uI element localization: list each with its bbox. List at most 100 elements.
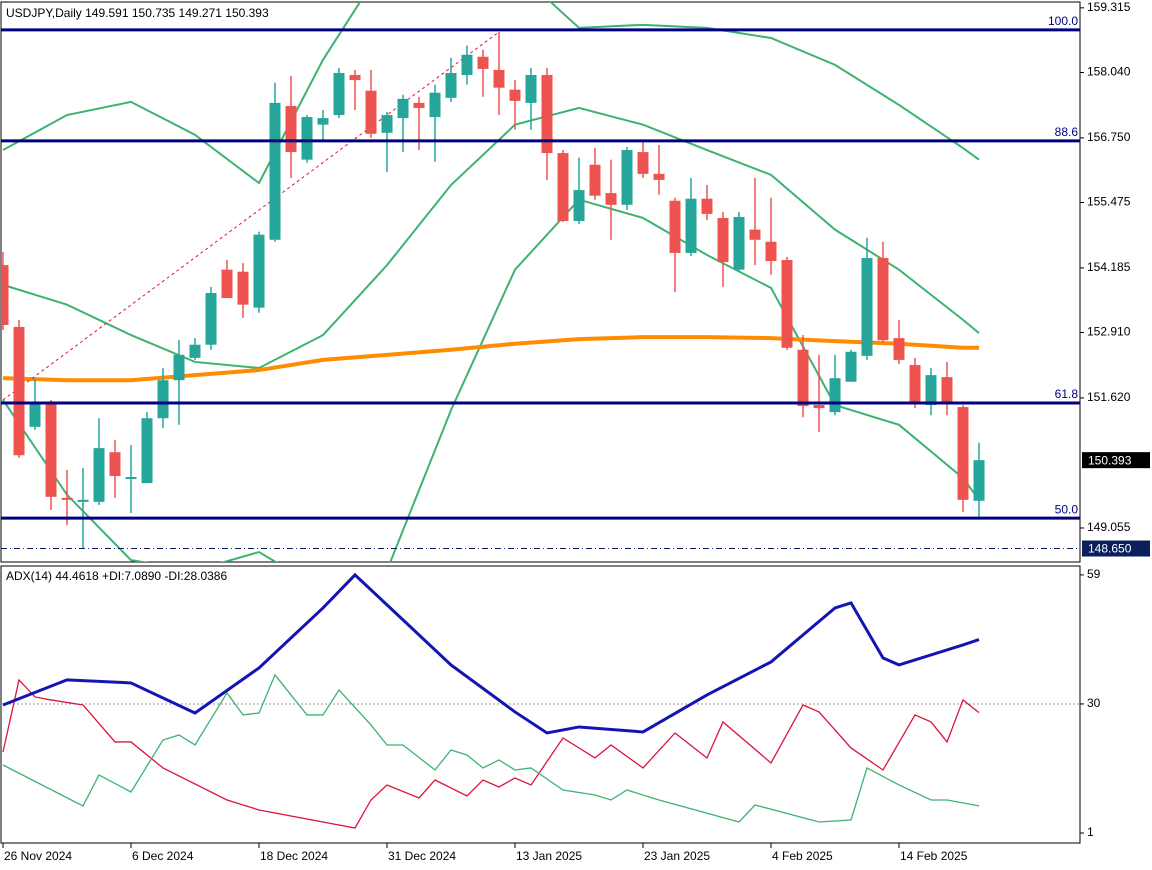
candle-body <box>621 150 633 205</box>
candle-body <box>269 102 281 240</box>
candle-body <box>61 497 73 500</box>
indicator-line <box>2 2 980 185</box>
price-marker <box>1082 540 1150 557</box>
candle-body <box>445 72 457 98</box>
candle-body <box>237 271 249 305</box>
x-tick-label: 18 Dec 2024 <box>260 849 328 863</box>
candle-body <box>125 477 137 480</box>
candle-body <box>765 241 777 262</box>
candle-body <box>717 217 729 263</box>
candle-body <box>333 72 345 116</box>
y-tick-label: 1 <box>1087 825 1094 839</box>
candle-body <box>893 338 905 360</box>
candle-body <box>877 258 889 341</box>
indicator-line <box>2 678 980 829</box>
y-tick-label: 59 <box>1087 567 1101 581</box>
candle-body <box>205 293 217 345</box>
candle-body <box>109 452 121 477</box>
candle-body <box>173 354 185 381</box>
indicator-line <box>2 673 980 823</box>
candle-body <box>701 198 713 214</box>
candle-body <box>941 377 953 405</box>
candle-body <box>141 418 153 484</box>
candle-body <box>829 378 841 413</box>
candle-body <box>957 407 969 500</box>
adx-plot <box>1 572 1080 829</box>
candle-body <box>477 56 489 69</box>
candle-body <box>1 265 9 325</box>
indicator-line <box>2 572 980 735</box>
candle-body <box>653 173 665 180</box>
x-tick-label: 23 Jan 2025 <box>644 849 710 863</box>
candle-body <box>493 69 505 88</box>
candle-body <box>381 115 393 133</box>
candle-body <box>29 403 41 427</box>
candle-body <box>157 380 169 419</box>
y-tick-label: 158.040 <box>1087 65 1131 79</box>
candle-body <box>525 75 537 103</box>
main-panel <box>0 1 1081 563</box>
candle-body <box>365 90 377 134</box>
y-tick-label: 155.475 <box>1087 195 1131 209</box>
candle-body <box>317 118 329 125</box>
price-marker-label: 148.650 <box>1088 542 1132 556</box>
y-tick-label: 151.620 <box>1087 390 1131 404</box>
price-marker <box>1082 452 1150 469</box>
candle-body <box>189 344 201 358</box>
y-tick-label: 154.185 <box>1087 260 1131 274</box>
candle-body <box>413 102 425 108</box>
y-tick-label: 30 <box>1087 696 1101 710</box>
candle-body <box>557 153 569 222</box>
candle-body <box>45 403 57 497</box>
candle-body <box>397 98 409 119</box>
y-tick-label: 152.910 <box>1087 325 1131 339</box>
x-tick-label: 4 Feb 2025 <box>772 849 833 863</box>
candle-body <box>797 349 809 407</box>
candle-body <box>973 460 985 501</box>
candle-body <box>301 117 313 160</box>
candle-body <box>605 193 617 205</box>
candle-body <box>669 200 681 253</box>
x-tick-label: 14 Feb 2025 <box>900 849 968 863</box>
candle-body <box>589 164 601 196</box>
candle-body <box>909 364 921 405</box>
candle-body <box>541 75 553 154</box>
chart-title: USDJPY,Daily 149.591 150.735 149.271 150… <box>6 6 269 20</box>
y-tick-label: 159.315 <box>1087 0 1131 14</box>
candle-body <box>429 92 441 118</box>
candle-body <box>813 405 825 409</box>
price-marker-label: 150.393 <box>1088 453 1132 467</box>
y-tick-label: 149.055 <box>1087 520 1131 534</box>
x-tick-label: 26 Nov 2024 <box>4 849 72 863</box>
x-tick-label: 31 Dec 2024 <box>388 849 456 863</box>
fib-label: 88.6 <box>1055 125 1079 139</box>
candle-body <box>925 375 937 406</box>
x-tick-label: 13 Jan 2025 <box>516 849 582 863</box>
main-plot: 100.0 88.6 61.8 50.0 <box>1 2 1080 562</box>
fib-label: 61.8 <box>1055 387 1079 401</box>
candle-body <box>733 216 745 270</box>
adx-title: ADX(14) 44.4618 +DI:7.0890 -DI:28.0386 <box>6 569 227 583</box>
candle-body <box>461 54 473 76</box>
fib-label: 50.0 <box>1055 502 1079 516</box>
indicator-line <box>2 106 980 370</box>
candle-body <box>781 260 793 348</box>
candle-body <box>93 448 105 502</box>
candle-body <box>845 351 857 382</box>
candle-body <box>221 269 233 299</box>
candle-body <box>685 198 697 253</box>
candle-body <box>637 152 649 174</box>
candle-body <box>77 499 89 502</box>
candle-body <box>861 258 873 356</box>
x-tick-label: 6 Dec 2024 <box>132 849 194 863</box>
candle-body <box>749 229 761 240</box>
fib-label: 100.0 <box>1048 14 1078 28</box>
adx-panel <box>0 565 1081 844</box>
candle-body <box>349 75 361 81</box>
candle-body <box>573 190 585 222</box>
candle-body <box>13 326 25 456</box>
trend-line <box>2 31 500 401</box>
candle-body <box>509 89 521 101</box>
